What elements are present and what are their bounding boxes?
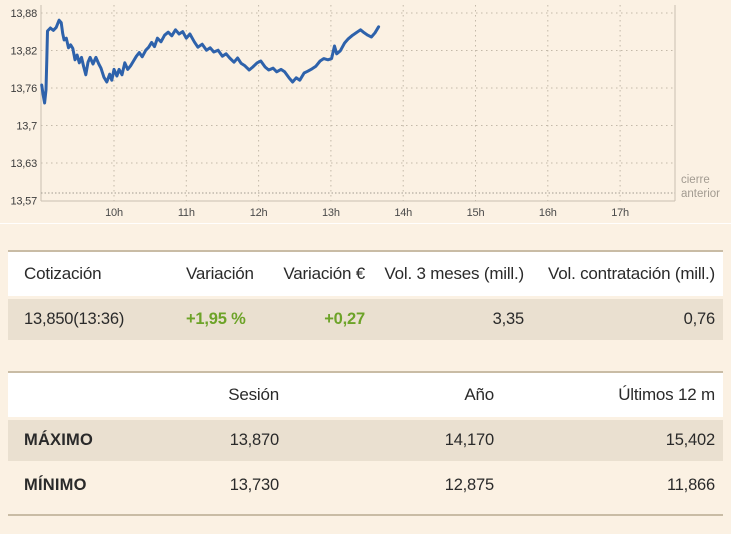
x-axis-label: 16h [539,207,557,219]
x-axis-label: 13h [322,207,340,219]
minimo-sesion: 13,730 [229,476,279,494]
range-table: Sesión Año Últimos 12 m MÁXIMO 13,870 14… [8,371,723,506]
minimo-label: MÍNIMO [24,476,87,494]
intraday-chart-svg: 13,88 13,82 13,76 13,7 13,63 13,57 10h 11h 12h 13… [10,5,676,219]
vol-contratacion-value: 0,76 [532,297,723,340]
bottom-separator [8,514,723,516]
x-axis-label: 15h [467,207,485,219]
maximo-ultimos-12m: 15,402 [502,418,723,465]
quote-table: Cotización Variación % Variación € Vol. … [8,250,723,340]
y-axis-label: 13,57 [10,196,37,208]
maximo-sesion: 13,870 [128,418,287,465]
variacion-pct-value: +1,95 % [178,297,253,340]
header-vol-3-meses: Vol. 3 meses (mill.) [373,251,532,299]
maximo-ano: 14,170 [287,418,502,465]
minimo-row: MÍNIMO 13,730 12,875 11,866 [8,463,723,506]
minimo-ano: 12,875 [444,476,494,494]
x-axis-label: 14h [394,207,412,219]
y-axis-label: 13,63 [10,158,37,170]
x-axis-label: 10h [105,207,123,219]
y-axis-label: 13,88 [10,8,37,20]
range-table-header-row: Sesión Año Últimos 12 m [8,372,723,420]
header-ultimos-12m: Últimos 12 m [502,372,723,420]
price-line [40,18,381,105]
quote-table-header-row: Cotización Variación % Variación € Vol. … [8,251,723,299]
maximo-row: MÁXIMO 13,870 14,170 15,402 [8,418,723,465]
header-variacion-pct: Variación % [178,251,253,299]
y-axis-label: 13,7 [16,121,37,133]
maximo-label: MÁXIMO [8,418,128,465]
vol-3-meses-value: 3,35 [373,297,532,340]
variacion-eur-value: +0,27 [253,297,373,340]
x-axis-label: 12h [250,207,268,219]
quote-table-data-row: 13,850(13:36) +1,95 % +0,27 3,35 0,76 [8,297,723,340]
x-axis-label: 11h [178,207,195,219]
header-sesion: Sesión [128,372,287,420]
header-vol-contratacion: Vol. contratación (mill.) [532,251,723,299]
cotizacion-value: 13,850(13:36) [8,297,178,340]
y-axis-label: 13,82 [10,46,37,58]
previous-close-label: cierre anterior [681,174,720,201]
minimo-ultimos-12m: 11,866 [666,476,715,494]
header-cotizacion: Cotización [8,251,178,299]
intraday-chart-section: 13,88 13,82 13,76 13,7 13,63 13,57 10h 11h 12h 13… [0,0,731,224]
header-ano: Año [287,372,502,420]
header-variacion-eur: Variación € [253,251,373,299]
header-empty [8,372,128,420]
x-axis-label: 17h [611,207,629,219]
y-axis-label: 13,76 [10,83,37,95]
